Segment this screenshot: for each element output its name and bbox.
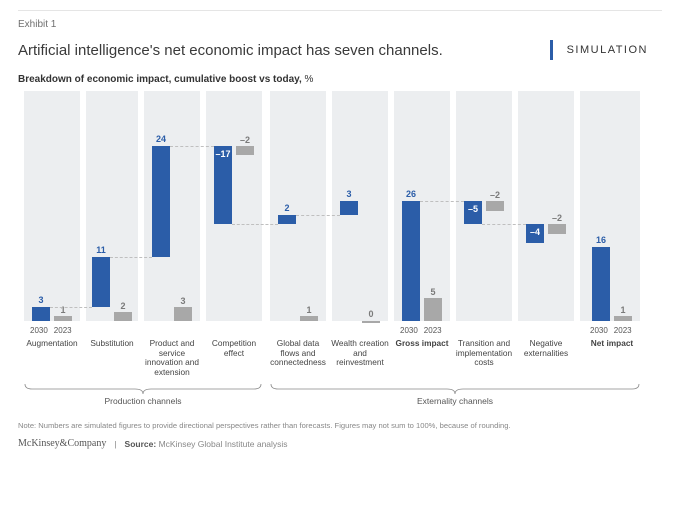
value-2030-product: 24 — [146, 134, 176, 144]
year-labels-augmentation: 20302023 — [30, 326, 72, 335]
source-text: McKinsey Global Institute analysis — [159, 439, 288, 449]
category-label-globaldata: Global data flows and connectedness — [268, 339, 328, 368]
value-2030-gross: 26 — [396, 189, 426, 199]
bar-2030-globaldata — [278, 215, 296, 224]
exhibit-label: Exhibit 1 — [18, 19, 662, 30]
footer-sep: | — [114, 439, 116, 449]
subtitle-main: Breakdown of economic impact, cumulative… — [18, 74, 302, 85]
year-labels-gross: 20302023 — [400, 326, 442, 335]
chart-note: Note: Numbers are simulated figures to p… — [18, 421, 662, 430]
connector — [296, 215, 340, 216]
brand-logo: McKinsey&Company — [18, 438, 106, 449]
value-2030-net: 16 — [586, 235, 616, 245]
simulation-badge: SIMULATION — [550, 40, 662, 60]
bar-2023-competition — [236, 146, 254, 155]
value-2030-globaldata: 2 — [272, 203, 302, 213]
value-2023-net: 1 — [608, 305, 638, 315]
category-label-negative: Negative externalities — [516, 339, 576, 358]
bar-2023-negative — [548, 224, 566, 233]
bar-2030-product — [152, 146, 170, 256]
value-2023-transition: –2 — [480, 190, 510, 200]
value-2030-transition: –5 — [458, 204, 488, 214]
title-row: Artificial intelligence's net economic i… — [18, 40, 662, 60]
connector — [232, 224, 278, 225]
connector — [420, 201, 464, 202]
value-2023-substitution: 2 — [108, 301, 138, 311]
bar-2023-gross — [424, 298, 442, 321]
bar-2023-globaldata — [300, 316, 318, 321]
value-2023-globaldata: 1 — [294, 305, 324, 315]
category-label-gross: Gross impact — [392, 339, 452, 349]
bar-2030-wealth — [340, 201, 358, 215]
bar-2023-substitution — [114, 312, 132, 321]
value-2023-wealth: 0 — [356, 309, 386, 319]
category-label-wealth: Wealth creation and reinvestment — [330, 339, 390, 368]
bar-2023-net — [614, 316, 632, 321]
value-2030-wealth: 3 — [334, 189, 364, 199]
value-2023-negative: –2 — [542, 213, 572, 223]
page-title: Artificial intelligence's net economic i… — [18, 42, 443, 59]
top-divider — [18, 10, 662, 11]
bg-band — [518, 91, 574, 321]
bar-2030-substitution — [92, 257, 110, 308]
group-production-channels: Production channels — [24, 383, 262, 406]
value-2023-product: 3 — [168, 296, 198, 306]
value-2023-gross: 5 — [418, 287, 448, 297]
category-label-net: Net impact — [582, 339, 642, 349]
source-label: Source: — [125, 439, 157, 449]
waterfall-chart: 3 1 20302023 11 2 24 3 –17 –2 2 1 3 0 26 5 20302023 –5 –2… — [18, 91, 658, 381]
group-externality-channels: Externality channels — [270, 383, 640, 406]
bar-2023-wealth — [362, 321, 380, 323]
chart-subtitle: Breakdown of economic impact, cumulative… — [18, 74, 662, 85]
category-label-augmentation: Augmentation — [22, 339, 82, 349]
bar-2030-gross — [402, 201, 420, 321]
subtitle-unit: % — [302, 74, 314, 85]
bar-2023-product — [174, 307, 192, 321]
value-2030-substitution: 11 — [86, 245, 116, 255]
connector — [170, 146, 214, 147]
connector — [110, 257, 152, 258]
value-2023-competition: –2 — [230, 135, 260, 145]
year-labels-net: 20302023 — [590, 326, 632, 335]
value-2030-competition: –17 — [208, 149, 238, 159]
category-label-transition: Transition and implementation costs — [454, 339, 514, 368]
value-2030-augmentation: 3 — [26, 295, 56, 305]
bar-2023-augmentation — [54, 316, 72, 321]
connector — [50, 307, 92, 308]
connector — [482, 224, 526, 225]
category-label-product: Product and service innovation and exten… — [142, 339, 202, 377]
value-2030-negative: –4 — [520, 227, 550, 237]
bg-band — [24, 91, 80, 321]
bar-2023-transition — [486, 201, 504, 210]
category-label-substitution: Substitution — [82, 339, 142, 349]
category-label-competition: Competition effect — [204, 339, 264, 358]
footer: McKinsey&Company | Source: McKinsey Glob… — [18, 438, 662, 449]
bg-band — [580, 91, 640, 321]
